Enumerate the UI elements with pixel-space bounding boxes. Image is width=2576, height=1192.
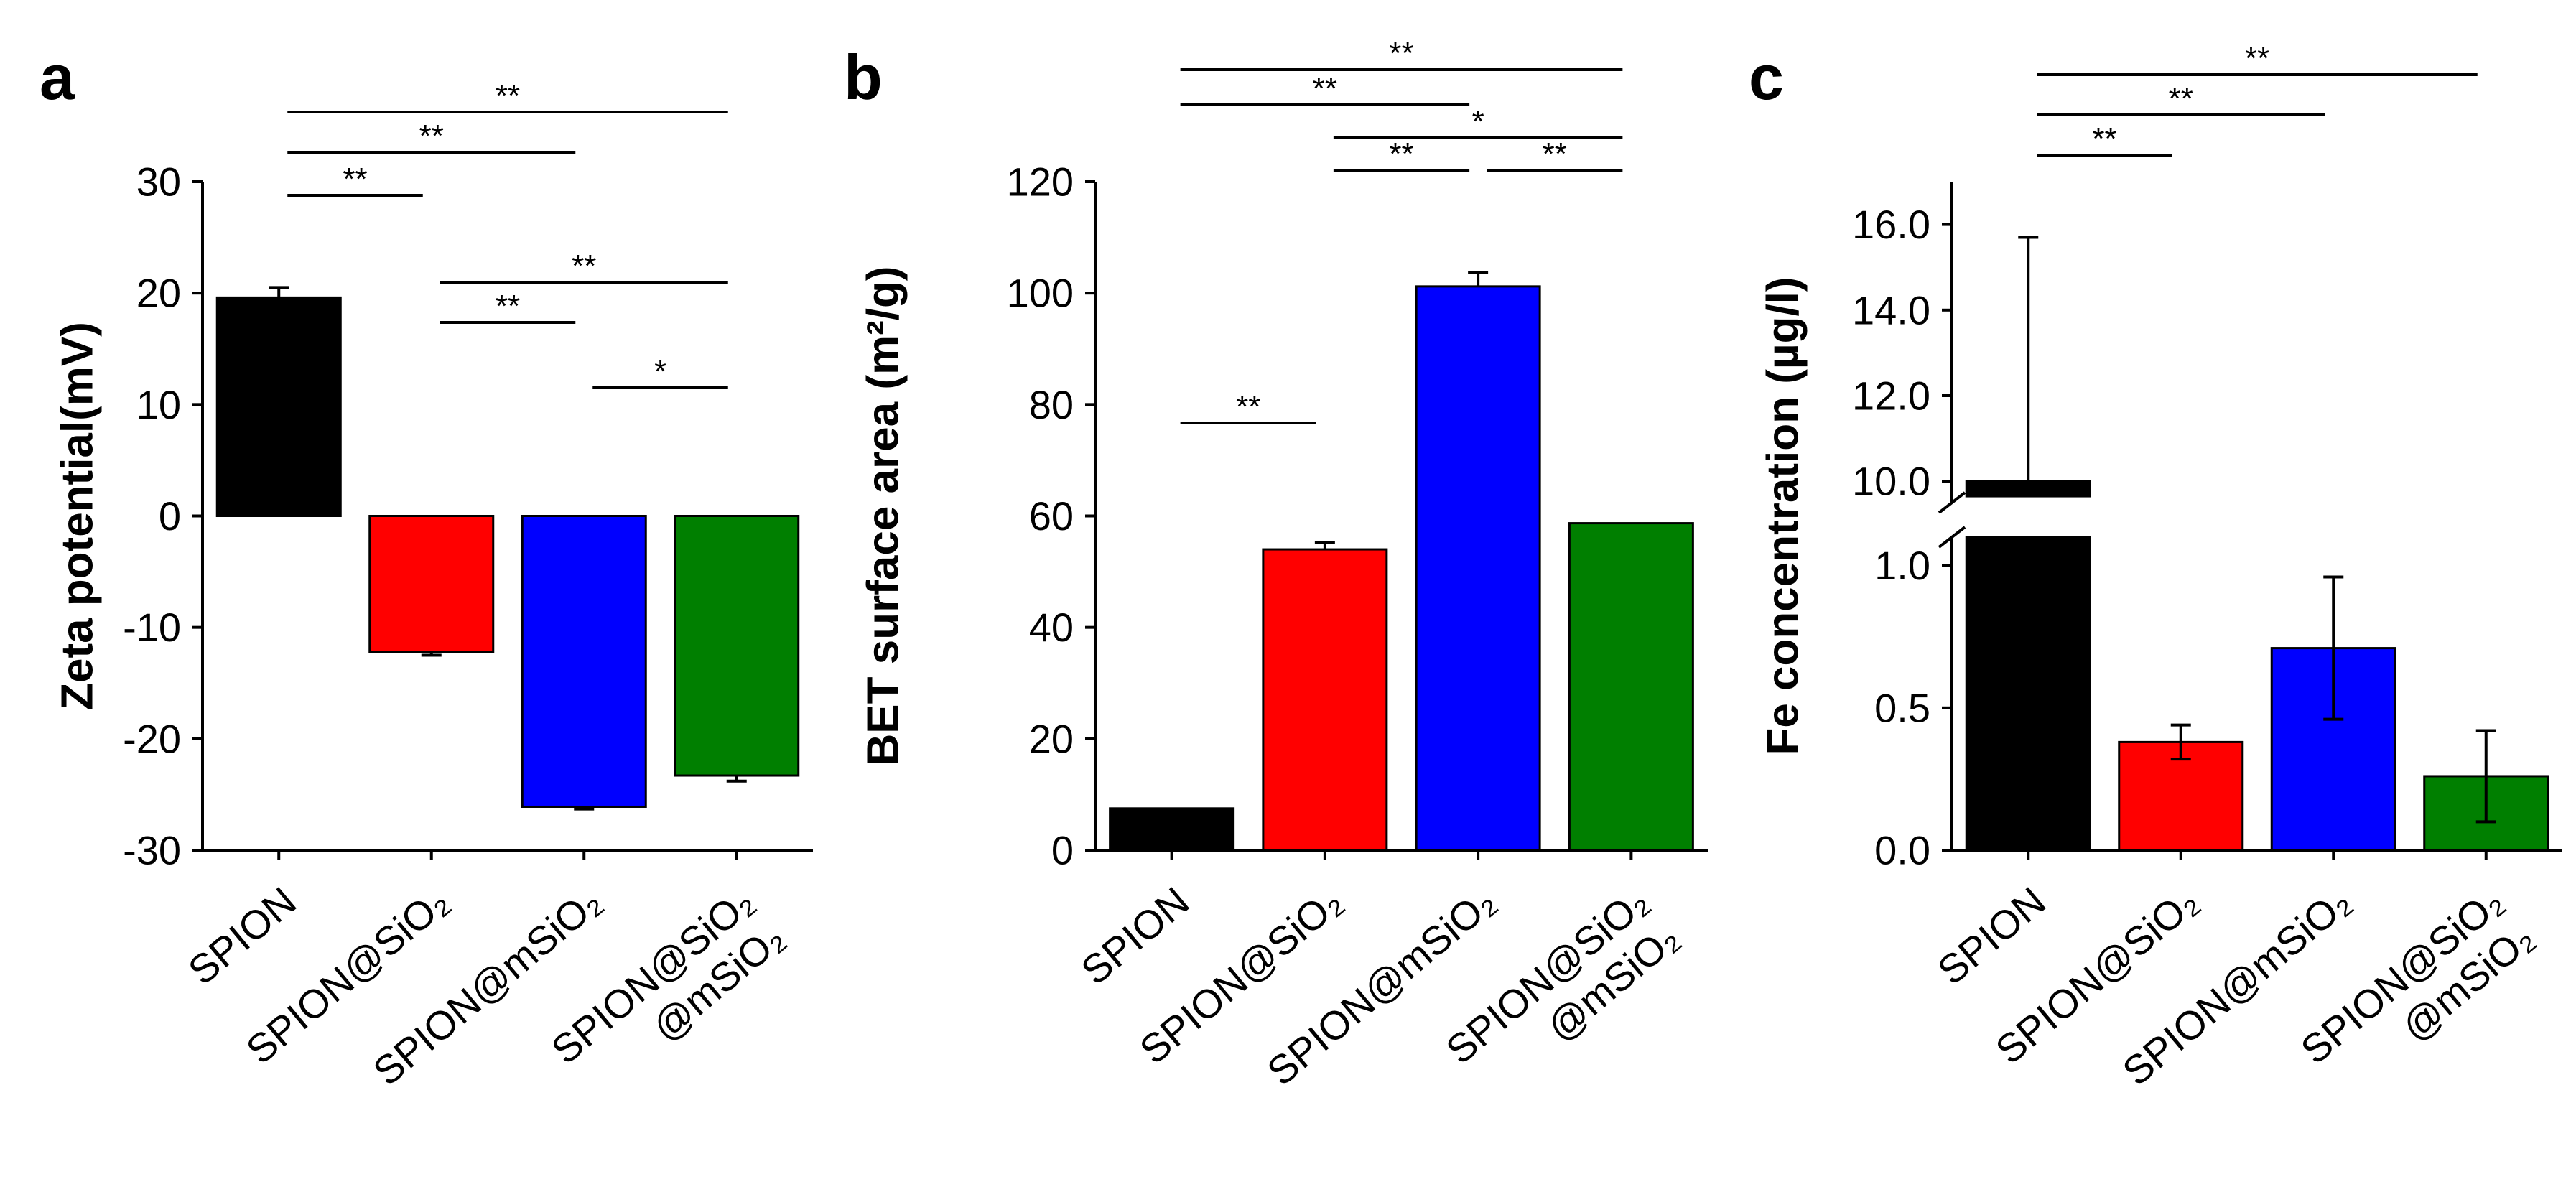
- significance-label: **: [2169, 81, 2193, 116]
- axis-break-mark: [1938, 491, 1966, 514]
- y-tick-label: 0: [159, 493, 181, 539]
- y-tick-label: 0.5: [1874, 685, 1930, 730]
- bar-upper-segment: [1965, 480, 2091, 498]
- bar: [1262, 548, 1388, 852]
- category-label-line: SPION: [1929, 878, 2054, 993]
- significance-label: **: [343, 162, 367, 197]
- bar: [1568, 522, 1694, 852]
- y-tick-label: 1.0: [1874, 543, 1930, 588]
- significance-label: **: [496, 289, 520, 324]
- panel-letter-a: a: [39, 42, 75, 113]
- category-label: SPION: [180, 878, 304, 993]
- panel-letter-b: b: [844, 42, 883, 113]
- y-tick-label: -20: [123, 716, 181, 761]
- panel-b-bet-surface-area-chart: b 120 100 80 60 40 20 0 BET surface area (m²/g)…: [844, 36, 1708, 1094]
- y-axis-label: BET surface area (m²/g): [859, 266, 908, 766]
- significance-label: **: [572, 248, 596, 284]
- y-tick-label: -10: [123, 605, 181, 650]
- bar: [674, 515, 800, 777]
- y-tick-label: 60: [1029, 493, 1074, 539]
- y-tick-label: 30: [136, 159, 181, 205]
- y-tick-label: 40: [1029, 605, 1074, 650]
- y-axis-label: Fe concentration (µg/l): [1759, 276, 1808, 755]
- category-label-line: SPION: [1072, 878, 1197, 993]
- y-tick-label: 0.0: [1874, 828, 1930, 873]
- category-label: SPION: [1072, 878, 1197, 993]
- significance-label: **: [2092, 121, 2116, 157]
- significance-label: **: [1389, 36, 1413, 71]
- bar: [1965, 536, 2091, 852]
- y-tick-label: 20: [1029, 716, 1074, 761]
- significance-label: **: [419, 118, 444, 154]
- panel-letter-c: c: [1749, 42, 1784, 113]
- bar: [368, 515, 495, 653]
- y-tick-label: 0: [1051, 828, 1074, 873]
- significance-label: **: [1236, 389, 1260, 424]
- category-label-line: SPION: [180, 878, 304, 993]
- panel-a-zeta-potential-chart: a 30 20 10 0 -10 -20 -30 Zeta potential(mV) SPIO…: [39, 42, 813, 1094]
- y-tick-label: 14.0: [1852, 287, 1930, 332]
- y-tick-label: 10: [136, 382, 181, 427]
- significance-label: *: [654, 354, 666, 389]
- panel-c-fe-concentration-chart: c 0.0 0.5 1.0 10.0 12.0 14.0 16.0 Fe concentrat…: [1749, 41, 2562, 1094]
- y-tick-label: 10.0: [1852, 459, 1930, 504]
- category-label: SPION: [1929, 878, 2054, 993]
- significance-label: *: [1472, 104, 1484, 139]
- significance-label: **: [2245, 41, 2269, 76]
- y-tick-label: 100: [1007, 271, 1074, 316]
- axis-break-mark: [1938, 526, 1966, 549]
- y-tick-label: -30: [123, 828, 181, 873]
- bar: [1109, 807, 1235, 852]
- y-tick-label: 20: [136, 271, 181, 316]
- y-axis-label: Zeta potential(mV): [53, 322, 103, 710]
- y-tick-label: 120: [1007, 159, 1074, 205]
- y-tick-label: 16.0: [1852, 202, 1930, 247]
- significance-label: **: [496, 78, 520, 113]
- significance-label: **: [1543, 136, 1567, 172]
- bar: [521, 515, 647, 808]
- y-tick-label: 80: [1029, 382, 1074, 427]
- significance-label: **: [1389, 136, 1413, 172]
- significance-label: **: [1313, 71, 1337, 106]
- bar: [1415, 285, 1541, 852]
- bar: [215, 296, 342, 517]
- y-tick-label: 12.0: [1852, 373, 1930, 419]
